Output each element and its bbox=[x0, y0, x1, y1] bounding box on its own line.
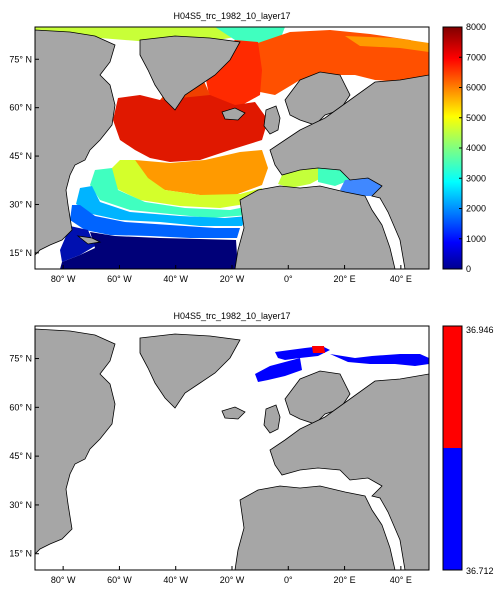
uk bbox=[263, 105, 281, 135]
x-tick-label: 20° E bbox=[334, 274, 356, 284]
cell-tropical-dark bbox=[60, 232, 238, 269]
colorbar-tick-label: 3000 bbox=[466, 173, 486, 183]
y-tick-label: 45° N bbox=[9, 151, 32, 161]
cell-svalbard-red bbox=[312, 346, 325, 353]
y-tick-label: 30° N bbox=[9, 500, 32, 510]
colorbar-tick-label: 5000 bbox=[466, 113, 486, 123]
eurasia bbox=[269, 373, 429, 570]
bottom-colorbar-frame bbox=[442, 325, 463, 571]
bottom-axis-ticks: 80° W 60° W 40° W 20° W 0° 20° E 40° E 15° N 30°… bbox=[9, 354, 412, 585]
cell-barents-blue-east bbox=[330, 354, 429, 366]
x-tick-label: 80° W bbox=[51, 274, 76, 284]
y-tick-label: 75° N bbox=[9, 354, 32, 364]
colorbar-tick-label: 4000 bbox=[466, 143, 486, 153]
top-map-title: H04S5_trc_1982_10_layer17 bbox=[173, 11, 290, 21]
bottom-colorbar-low bbox=[443, 448, 462, 570]
x-tick-label: 40° E bbox=[390, 274, 412, 284]
y-tick-label: 30° N bbox=[9, 199, 32, 209]
africa bbox=[234, 185, 396, 269]
top-land bbox=[35, 29, 429, 269]
y-tick-label: 15° N bbox=[9, 549, 32, 559]
x-tick-label: 20° W bbox=[220, 274, 245, 284]
y-tick-label: 60° N bbox=[9, 103, 32, 113]
cell-subtropic-lightblue bbox=[76, 186, 248, 226]
iceland bbox=[221, 406, 246, 420]
x-tick-label: 60° W bbox=[107, 274, 132, 284]
colorbar-tick-label: 2000 bbox=[466, 204, 486, 214]
bottom-land bbox=[35, 328, 429, 570]
colorbar-tick-label: 1000 bbox=[466, 234, 486, 244]
colorbar-tick-label: 8000 bbox=[466, 22, 486, 32]
x-tick-label: 0° bbox=[284, 274, 293, 284]
cell-tropical-mid bbox=[60, 226, 95, 262]
cell-east-med bbox=[340, 178, 382, 196]
bottom-colorbar-high bbox=[443, 326, 462, 448]
north-america bbox=[35, 328, 116, 555]
x-tick-label: 20° E bbox=[334, 575, 356, 585]
cell-subtropic-blue bbox=[70, 205, 240, 238]
colorbar-tick-label: 6000 bbox=[466, 83, 486, 93]
y-tick-label: 15° N bbox=[9, 248, 32, 258]
eurasia bbox=[269, 74, 429, 269]
iceland bbox=[221, 107, 246, 121]
cell-midlat-orange bbox=[135, 150, 268, 195]
bottom-map-panel: H04S5_trc_1982_10_layer17 80° W 60° W 40° … bbox=[9, 311, 493, 585]
greenland bbox=[139, 333, 241, 409]
x-tick-label: 80° W bbox=[51, 575, 76, 585]
bottom-map-title: H04S5_trc_1982_10_layer17 bbox=[173, 311, 290, 321]
bottom-colorbar-min-label: 36.712 bbox=[466, 566, 494, 576]
bottom-colorbar-max-label: 36.946 bbox=[466, 325, 494, 335]
colorbar-tick-label: 0 bbox=[466, 264, 471, 274]
top-axis-ticks: 80° W 60° W 40° W 20° W 0° 20° E 40° E 15° N 30°… bbox=[9, 54, 412, 284]
y-tick-label: 75° N bbox=[9, 54, 32, 64]
x-tick-label: 40° W bbox=[163, 575, 188, 585]
colorbar-tick-label: 7000 bbox=[466, 52, 486, 62]
x-tick-label: 60° W bbox=[107, 575, 132, 585]
greenland bbox=[139, 35, 241, 111]
cell-north-edge-warm bbox=[345, 36, 429, 52]
top-map-panel: H04S5_trc_1982_10_layer17 bbox=[9, 11, 486, 284]
cell-subtropic-cyan bbox=[90, 168, 255, 218]
bottom-data-field bbox=[255, 346, 429, 382]
africa bbox=[234, 485, 396, 570]
y-tick-label: 45° N bbox=[9, 451, 32, 461]
north-america bbox=[35, 29, 116, 256]
x-tick-label: 40° E bbox=[390, 575, 412, 585]
cell-barents-blue-west bbox=[255, 358, 302, 382]
x-tick-label: 0° bbox=[284, 575, 293, 585]
x-tick-label: 40° W bbox=[163, 274, 188, 284]
y-tick-label: 60° N bbox=[9, 402, 32, 412]
x-tick-label: 20° W bbox=[220, 575, 245, 585]
uk bbox=[263, 404, 281, 434]
top-colorbar-ticks: 0 1000 2000 3000 4000 5000 6000 7000 8000 bbox=[459, 22, 486, 274]
caribbean-islands bbox=[76, 235, 102, 245]
cell-subpolar-atlantic bbox=[113, 90, 268, 162]
cell-midlat-yellow bbox=[110, 160, 262, 208]
